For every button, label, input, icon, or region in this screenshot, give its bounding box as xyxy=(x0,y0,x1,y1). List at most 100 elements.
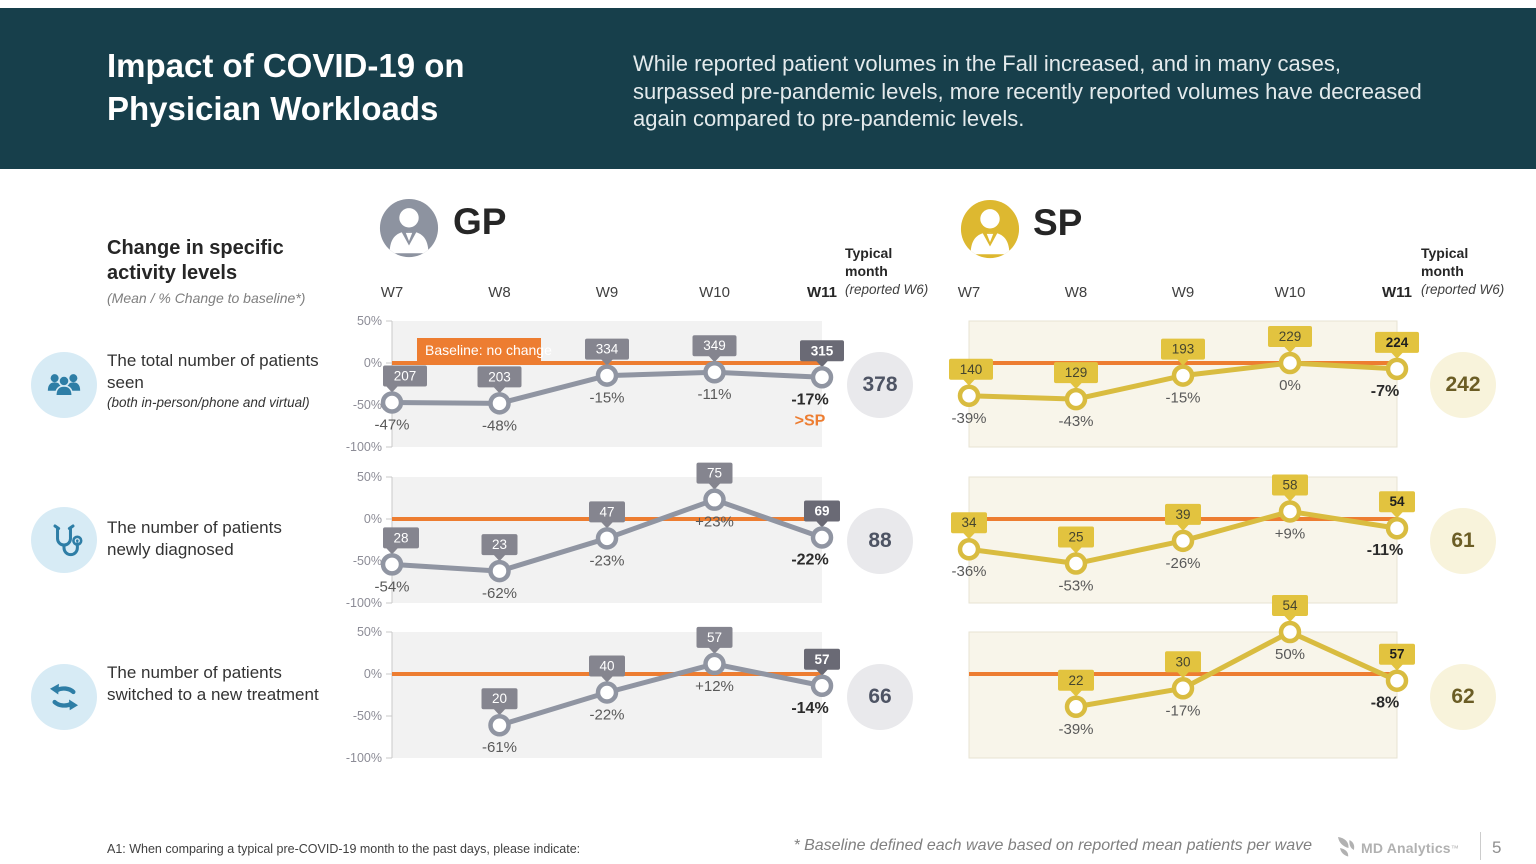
patients-group-icon xyxy=(31,352,97,418)
pct-change-label: -43% xyxy=(1058,413,1093,430)
activity-label: The number of patients switched to a new… xyxy=(107,663,319,704)
count-badge-value: 193 xyxy=(1172,342,1195,357)
count-badge-pointer xyxy=(386,547,398,555)
pct-change-label: -22% xyxy=(589,706,624,723)
y-axis-label: 0% xyxy=(364,356,382,370)
count-badge xyxy=(1161,338,1205,360)
count-badge-pointer xyxy=(963,532,975,540)
gp-typical-month-value-diagnosed: 88 xyxy=(847,508,913,574)
switch-arrows-icon-glyph xyxy=(49,683,79,711)
pct-change-label: -17% xyxy=(791,391,828,408)
data-point-marker xyxy=(595,364,619,387)
count-badge-value: 39 xyxy=(1175,507,1190,522)
count-badge-value: 34 xyxy=(961,515,977,530)
count-badge-value: 40 xyxy=(599,658,614,673)
footer-question: A1: When comparing a typical pre-COVID-1… xyxy=(107,842,581,856)
count-badge-pointer xyxy=(1177,359,1189,366)
stethoscope-icon xyxy=(31,507,97,573)
count-badge xyxy=(383,365,427,387)
panel-heading: Change in specific activity levels xyxy=(107,237,284,284)
stethoscope-icon-glyph xyxy=(53,524,83,557)
count-badge-pointer xyxy=(963,379,975,386)
pct-change-label: 50% xyxy=(1275,646,1305,663)
count-badge-pointer xyxy=(1391,352,1403,359)
activity-row-total-patients: The total number of patients seen (both … xyxy=(107,350,319,412)
count-badge xyxy=(696,626,733,648)
count-badge-pointer xyxy=(816,669,828,676)
wave-label-w7: W7 xyxy=(957,284,981,301)
count-badge xyxy=(481,688,518,710)
pct-change-label: +23% xyxy=(695,514,734,531)
wave-label-w7: W7 xyxy=(380,284,404,301)
gp-group-label: GP xyxy=(453,201,507,242)
activity-label: The number of patients newly diagnosed xyxy=(107,518,282,559)
count-badge-value: 57 xyxy=(707,630,722,645)
count-badge-pointer xyxy=(1284,615,1296,622)
count-badge xyxy=(589,501,625,523)
gp-typical-month-value-switched: 66 xyxy=(847,664,913,730)
pct-change-label: -15% xyxy=(589,390,624,407)
count-badge-value: 57 xyxy=(814,652,829,667)
count-badge xyxy=(1379,491,1415,513)
wave-label-w10: W10 xyxy=(699,284,730,301)
page-subtitle: While reported patient volumes in the Fa… xyxy=(633,51,1422,131)
count-badge xyxy=(804,648,840,670)
data-point-marker xyxy=(1171,529,1195,553)
data-point-marker xyxy=(488,713,511,737)
typical-month-title-line2: month xyxy=(1421,262,1464,279)
count-badge-value: 140 xyxy=(960,362,983,377)
count-badge-pointer xyxy=(1391,511,1403,519)
sp-typical-month-value-diagnosed: 61 xyxy=(1430,508,1496,574)
data-point-marker xyxy=(1385,669,1409,692)
pct-change-label: -54% xyxy=(374,578,409,595)
y-axis-label: -100% xyxy=(346,440,382,454)
baseline-label-box xyxy=(417,338,541,362)
page-title: Impact of COVID-19 on Physician Workload… xyxy=(107,44,465,130)
data-point-marker xyxy=(1064,695,1088,719)
count-badge-pointer xyxy=(708,355,721,363)
data-point-marker xyxy=(1064,552,1088,575)
count-badge-pointer xyxy=(601,359,613,366)
count-badge-value: 54 xyxy=(1282,598,1298,613)
count-badge xyxy=(949,358,993,380)
comparison-annotation: >SP xyxy=(795,412,826,429)
sp-group-label: SP xyxy=(1033,202,1083,243)
pct-change-label: -39% xyxy=(1058,721,1093,738)
page-title-line2: Physician Workloads xyxy=(107,90,439,127)
count-badge-value: 28 xyxy=(393,530,408,545)
chart-gp-row0: 50% 0% -50% -100% Baseline: no change -47% -48… xyxy=(346,314,844,454)
y-axis-label: 50% xyxy=(357,625,382,639)
gp-avatar-icon xyxy=(379,198,439,258)
sp-avatar-icon xyxy=(960,199,1020,259)
count-badge xyxy=(1165,651,1201,673)
count-badge xyxy=(383,527,419,549)
pct-change-label: +12% xyxy=(695,678,734,695)
sp-typical-month-value-switched: 62 xyxy=(1430,664,1496,730)
pct-change-label: -11% xyxy=(698,386,732,403)
header-banner: Impact of COVID-19 on Physician Workload… xyxy=(0,8,1536,169)
data-point-marker xyxy=(595,527,619,550)
count-badge xyxy=(804,500,840,522)
count-badge-value: 75 xyxy=(707,466,722,481)
pct-change-label: +9% xyxy=(1275,525,1305,542)
count-badge-value: 129 xyxy=(1065,365,1088,380)
typical-month-subtitle: (reported W6) xyxy=(1421,282,1505,297)
count-badge-value: 22 xyxy=(1068,673,1083,688)
count-badge xyxy=(1379,643,1415,665)
count-badge-value: 69 xyxy=(814,503,829,518)
pct-change-label: -47% xyxy=(374,416,409,433)
pct-change-label: -53% xyxy=(1058,578,1093,595)
chart-sp-row2: -39% -17% 50% -8% 22 30 54 57 xyxy=(968,595,1415,759)
count-badge xyxy=(692,335,737,357)
sp-typical-month-header: Typical month (reported W6) xyxy=(1421,245,1531,297)
pct-change-label: -8% xyxy=(1371,695,1399,712)
panel-subheading: (Mean / % Change to baseline*) xyxy=(107,290,306,306)
data-point-marker xyxy=(488,392,511,415)
count-badge xyxy=(800,340,844,362)
count-badge-value: 20 xyxy=(492,691,507,706)
pct-change-label: -39% xyxy=(951,410,986,427)
count-badge xyxy=(1375,331,1419,353)
data-point-marker xyxy=(380,553,404,576)
activity-label: The total number of patients seen xyxy=(107,351,319,392)
chart-gp-row1: 50% 0% -50% -100%-54% -62% -23% +23% -22% 28 23 47… xyxy=(346,462,840,610)
